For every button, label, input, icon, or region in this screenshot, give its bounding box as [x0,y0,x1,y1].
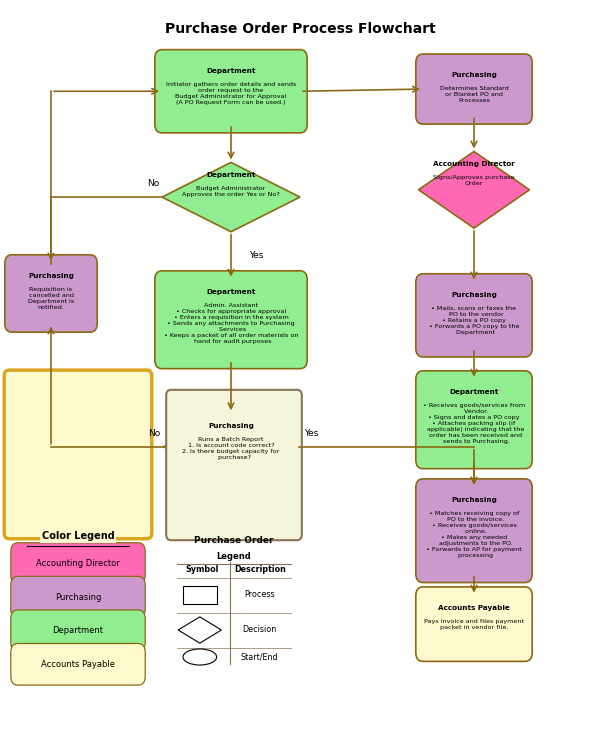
Text: Department: Department [206,172,256,178]
Text: Purchasing: Purchasing [55,593,101,602]
Text: Accounts Payable: Accounts Payable [438,605,510,611]
FancyBboxPatch shape [11,644,145,685]
Text: Signs/Approves purchase
Order: Signs/Approves purchase Order [433,175,515,186]
Text: Purchasing: Purchasing [28,273,74,279]
Text: Purchase Order Process Flowchart: Purchase Order Process Flowchart [164,22,436,36]
Text: Pays invoice and files payment
packet in vendor file.: Pays invoice and files payment packet in… [424,619,524,630]
FancyBboxPatch shape [416,587,532,661]
Text: Accounting Director: Accounting Director [36,559,120,568]
FancyBboxPatch shape [416,371,532,469]
Text: Yes: Yes [304,429,319,438]
Polygon shape [419,152,530,228]
Text: No: No [147,180,159,188]
Text: Initiator gathers order details and sends
order request to the
Budget Administra: Initiator gathers order details and send… [166,82,296,105]
Text: • Receives goods/services from
  Vendor.
• Signs and dates a PO copy
• Attaches : • Receives goods/services from Vendor. •… [423,403,525,444]
Text: Requisition is
cancelled and
Department is
notified.: Requisition is cancelled and Department … [28,287,74,310]
FancyBboxPatch shape [5,255,97,332]
Text: Start/End: Start/End [241,653,278,661]
FancyBboxPatch shape [416,274,532,357]
FancyBboxPatch shape [11,543,145,584]
Text: Purchasing: Purchasing [208,423,254,429]
FancyBboxPatch shape [11,610,145,651]
Text: Department: Department [206,68,256,74]
Text: Yes: Yes [249,251,263,260]
Text: Process: Process [244,591,275,599]
Text: Color Legend: Color Legend [41,531,115,541]
Text: Department: Department [206,289,256,295]
Text: Symbol: Symbol [185,565,219,574]
Text: Description: Description [234,565,286,574]
Text: Accounts Payable: Accounts Payable [41,660,115,669]
FancyBboxPatch shape [183,586,217,604]
FancyBboxPatch shape [416,54,532,124]
Text: Budget Administrator
Approves the order Yes or No?: Budget Administrator Approves the order … [182,186,280,197]
Text: No: No [148,429,161,438]
Text: Runs a Batch Report
1. Is account code correct?
2. Is there budget capacity for
: Runs a Batch Report 1. Is account code c… [182,437,280,460]
Text: Purchasing: Purchasing [451,497,497,503]
Text: Department: Department [449,389,499,395]
Polygon shape [178,617,221,643]
Text: Legend: Legend [217,552,251,561]
Text: Purchase Order: Purchase Order [194,536,274,545]
FancyBboxPatch shape [4,370,152,539]
Text: • Mails, scans or faxes the
  PO to the vendor
• Retains a PO copy
• Forwards a : • Mails, scans or faxes the PO to the ve… [429,306,519,335]
Text: Accounting Director: Accounting Director [433,161,515,167]
FancyBboxPatch shape [155,50,307,133]
FancyBboxPatch shape [11,577,145,618]
Text: • Matches receiving copy of
  PO to the invoice.
• Receives goods/services
  onl: • Matches receiving copy of PO to the in… [426,511,522,558]
FancyBboxPatch shape [166,390,302,540]
FancyBboxPatch shape [416,479,532,583]
Text: Department: Department [53,626,104,635]
Text: Purchasing: Purchasing [451,72,497,78]
FancyBboxPatch shape [155,271,307,369]
Ellipse shape [183,649,217,665]
Text: Purchasing: Purchasing [451,292,497,298]
Text: Decision: Decision [242,626,277,634]
Polygon shape [162,163,300,232]
Text: Determines Standard
or Blanket PO and
Processes: Determines Standard or Blanket PO and Pr… [440,86,508,103]
Text: Admin. Assistant
• Checks for appropriate approval
• Enters a requisition in the: Admin. Assistant • Checks for appropriat… [164,303,298,344]
Polygon shape [163,413,299,480]
